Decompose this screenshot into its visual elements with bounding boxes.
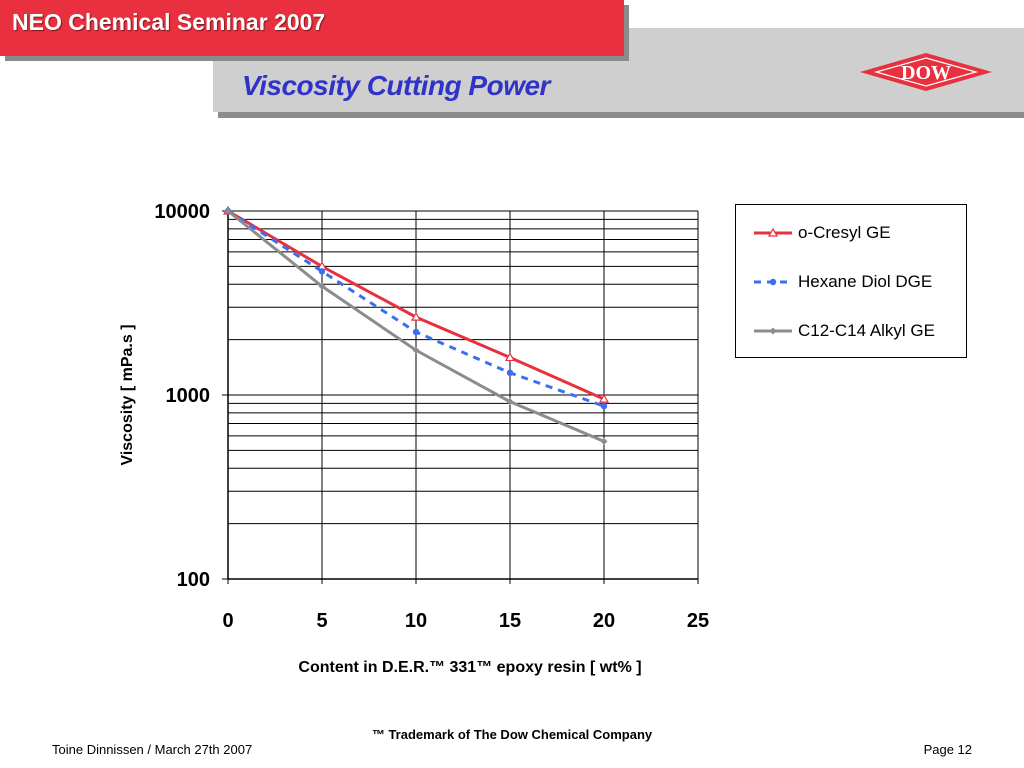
data-point bbox=[412, 328, 420, 336]
legend-swatch-marker bbox=[767, 227, 779, 237]
legend-swatch-marker bbox=[769, 327, 777, 335]
data-point bbox=[224, 207, 232, 215]
data-point bbox=[506, 398, 514, 406]
footer-page-number: Page 12 bbox=[923, 742, 972, 757]
data-point bbox=[600, 402, 608, 410]
legend-swatch bbox=[754, 327, 792, 335]
data-point bbox=[318, 268, 326, 275]
y-tick-label: 1000 bbox=[166, 385, 211, 407]
x-tick-label: 20 bbox=[593, 610, 615, 632]
data-point bbox=[506, 369, 514, 377]
x-tick-label: 0 bbox=[222, 610, 233, 632]
chart-legend: o-Cresyl GE Hexane Diol DGE C12-C14 Alkyl … bbox=[735, 204, 967, 358]
data-point bbox=[412, 346, 420, 354]
x-axis-label: Content in D.E.R.™ 331™ epoxy resin [ wt… bbox=[298, 659, 641, 676]
data-point bbox=[410, 311, 422, 321]
legend-item: C12-C14 Alkyl GE bbox=[736, 319, 966, 343]
chart-labels: 0 5 10 15 20 25 100 1000 10000 bbox=[154, 201, 709, 632]
seminar-title: NEO Chemical Seminar 2007 bbox=[12, 9, 326, 35]
chart-series bbox=[222, 205, 610, 445]
x-tick-label: 5 bbox=[316, 610, 327, 632]
legend-label: C12-C14 Alkyl GE bbox=[798, 321, 935, 340]
dow-logo-text: DOW bbox=[901, 62, 951, 84]
legend-swatch-marker bbox=[769, 278, 777, 286]
y-tick-label: 10000 bbox=[154, 201, 210, 223]
data-point bbox=[598, 393, 610, 403]
dow-logo: DOW bbox=[860, 53, 992, 91]
y-axis-label: Viscosity [ mPa.s ] bbox=[119, 324, 136, 465]
y-tick-label: 100 bbox=[177, 569, 210, 591]
header-red-band bbox=[0, 0, 624, 56]
dow-logo-diamond bbox=[860, 53, 992, 91]
x-tick-label: 10 bbox=[405, 610, 427, 632]
legend-swatch bbox=[754, 278, 792, 286]
footer-author-date: Toine Dinnissen / March 27th 2007 bbox=[52, 742, 253, 757]
x-tick-label: 15 bbox=[499, 610, 521, 632]
x-tick-label: 25 bbox=[687, 610, 709, 632]
series-2 bbox=[224, 207, 608, 445]
data-point bbox=[318, 282, 326, 290]
series-0 bbox=[222, 205, 610, 403]
legend-item: Hexane Diol DGE bbox=[736, 270, 966, 294]
data-point bbox=[504, 352, 516, 362]
legend-swatch bbox=[754, 227, 792, 237]
chart-axes bbox=[222, 210, 699, 584]
legend-item: o-Cresyl GE bbox=[736, 221, 966, 245]
legend-label: Hexane Diol DGE bbox=[798, 272, 933, 291]
legend-label: o-Cresyl GE bbox=[798, 223, 891, 242]
trademark-note: ™ Trademark of The Dow Chemical Company bbox=[371, 727, 653, 742]
slide-title: Viscosity Cutting Power bbox=[242, 70, 550, 101]
data-point bbox=[600, 437, 608, 445]
